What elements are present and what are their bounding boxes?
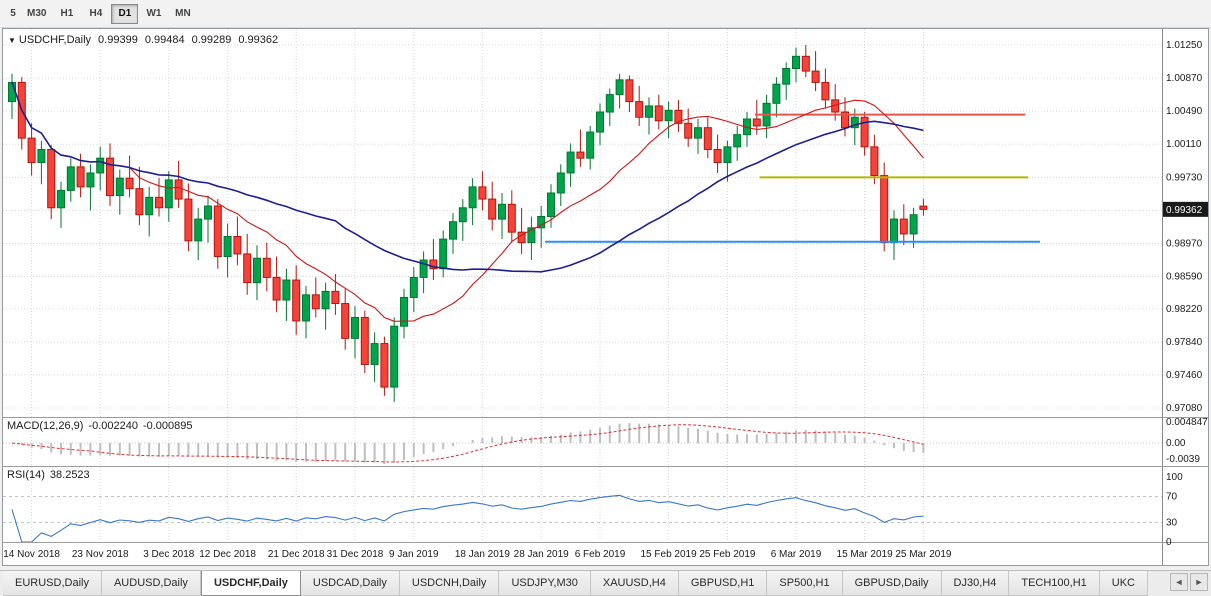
current-price-badge-text: 0.99362 <box>1166 205 1203 216</box>
rsi-value: 38.2523 <box>49 469 90 481</box>
time-axis[interactable]: 14 Nov 2018 23 Nov 2018 3 Dec 2018 12 Dec 2… <box>3 549 952 560</box>
timeframe-button-5[interactable]: 5 <box>6 4 20 24</box>
rsi-name: RSI(14) <box>7 469 45 481</box>
rsi-indicator-label: RSI(14) 38.2523 <box>7 469 97 481</box>
svg-text:18 Jan 2019: 18 Jan 2019 <box>455 549 510 560</box>
timeframe-button-h4[interactable]: H4 <box>82 4 109 24</box>
chart-dropdown-icon[interactable]: ▼ <box>8 36 16 45</box>
macd-main-value: -0.002240 <box>88 420 138 432</box>
timeframe-toolbar: 5 M30 H1 H4 D1 W1 MN <box>0 0 1211 28</box>
tab-tech100-h1[interactable]: TECH100,H1 <box>1009 571 1100 596</box>
svg-text:31 Dec 2018: 31 Dec 2018 <box>327 549 384 560</box>
svg-text:1.00870: 1.00870 <box>1166 73 1203 84</box>
rsi-pane <box>3 494 1162 543</box>
svg-text:-0.0039: -0.0039 <box>1166 454 1200 465</box>
chart-high-value: 0.99484 <box>144 34 185 46</box>
svg-text:0.00: 0.00 <box>1166 438 1186 449</box>
tab-usdcnh-daily[interactable]: USDCNH,Daily <box>399 571 500 596</box>
chart-symbol-label: USDCHF,Daily <box>18 34 92 46</box>
tab-gbpusd-h1[interactable]: GBPUSD,H1 <box>678 571 768 596</box>
timeframe-button-w1[interactable]: W1 <box>140 4 167 24</box>
horizontal-level-lines[interactable] <box>545 113 1041 243</box>
timeframe-button-d1[interactable]: D1 <box>111 3 139 24</box>
macd-signal-line <box>11 424 924 463</box>
tab-scroll-right-icon[interactable]: ► <box>1190 573 1208 591</box>
price-axis[interactable]: 1.01250 1.00870 1.00490 1.00110 0.99730 0.993… <box>1163 40 1208 548</box>
svg-text:21 Dec 2018: 21 Dec 2018 <box>268 549 325 560</box>
tab-scroll-left-icon[interactable]: ◄ <box>1170 573 1188 591</box>
svg-text:0.98220: 0.98220 <box>1166 304 1203 315</box>
tab-sp500-h1[interactable]: SP500,H1 <box>767 571 843 596</box>
tab-ukc[interactable]: UKC <box>1099 571 1148 596</box>
svg-text:0.97840: 0.97840 <box>1166 337 1203 348</box>
chart-window: 1.01250 1.00870 1.00490 1.00110 0.99730 0.993… <box>2 28 1209 566</box>
svg-text:9 Jan 2019: 9 Jan 2019 <box>389 549 439 560</box>
moving-average-34 <box>11 82 924 273</box>
svg-text:14 Nov 2018: 14 Nov 2018 <box>3 549 60 560</box>
svg-text:0.99730: 0.99730 <box>1166 172 1203 183</box>
tab-audusd-daily[interactable]: AUDUSD,Daily <box>101 571 201 596</box>
tab-usdcad-daily[interactable]: USDCAD,Daily <box>300 571 400 596</box>
svg-text:1.01250: 1.01250 <box>1166 40 1203 51</box>
rsi-line <box>11 494 924 543</box>
tab-eurusd-daily[interactable]: EURUSD,Daily <box>3 571 102 596</box>
tab-usdjpy-m30[interactable]: USDJPY,M30 <box>499 571 591 596</box>
tab-gbpusd-daily[interactable]: GBPUSD,Daily <box>842 571 942 596</box>
macd-pane <box>3 423 1162 464</box>
svg-text:15 Feb 2019: 15 Feb 2019 <box>641 549 698 560</box>
macd-signal-value: -0.000895 <box>142 420 193 432</box>
svg-text:0.98970: 0.98970 <box>1166 238 1203 249</box>
chart-ohlc-label: ▼ USDCHF,Daily 0.99399 0.99484 0.99289 0.9936… <box>8 34 285 46</box>
symbol-tabbar: EURUSD,Daily AUDUSD,Daily USDCHF,Daily USDC… <box>0 570 1211 596</box>
timeframe-button-m30[interactable]: M30 <box>22 4 51 24</box>
svg-text:15 Mar 2019: 15 Mar 2019 <box>837 549 894 560</box>
tab-scroll-arrows: ◄ ► <box>1168 573 1208 591</box>
timeframe-button-h1[interactable]: H1 <box>53 4 80 24</box>
svg-text:0.97460: 0.97460 <box>1166 370 1203 381</box>
svg-text:100: 100 <box>1166 472 1183 483</box>
timeframe-button-mn[interactable]: MN <box>169 4 196 24</box>
grid <box>3 29 1162 542</box>
chart-close-value: 0.99362 <box>238 34 279 46</box>
tab-usdchf-daily[interactable]: USDCHF,Daily <box>200 571 301 596</box>
macd-name: MACD(12,26,9) <box>7 420 84 432</box>
tab-xauusd-h4[interactable]: XAUUSD,H4 <box>590 571 679 596</box>
svg-text:1.00490: 1.00490 <box>1166 106 1203 117</box>
current-price-badge <box>1163 201 1208 217</box>
svg-text:0: 0 <box>1166 537 1172 548</box>
tab-dj30-h4[interactable]: DJ30,H4 <box>941 571 1010 596</box>
svg-text:0.97080: 0.97080 <box>1166 403 1203 414</box>
svg-text:6 Mar 2019: 6 Mar 2019 <box>771 549 822 560</box>
moving-average-13 <box>11 82 924 322</box>
svg-text:1.00110: 1.00110 <box>1166 139 1202 150</box>
svg-text:70: 70 <box>1166 492 1178 503</box>
svg-text:28 Jan 2019: 28 Jan 2019 <box>514 549 569 560</box>
chart-low-value: 0.99289 <box>191 34 232 46</box>
pane-dividers <box>3 29 1208 565</box>
svg-text:30: 30 <box>1166 518 1178 529</box>
svg-text:25 Feb 2019: 25 Feb 2019 <box>699 549 756 560</box>
svg-text:0.98590: 0.98590 <box>1166 272 1203 283</box>
macd-indicator-label: MACD(12,26,9) -0.002240 -0.000895 <box>7 420 200 432</box>
svg-text:3 Dec 2018: 3 Dec 2018 <box>143 549 195 560</box>
svg-text:25 Mar 2019: 25 Mar 2019 <box>895 549 952 560</box>
svg-text:12 Dec 2018: 12 Dec 2018 <box>199 549 256 560</box>
chart-canvas[interactable]: 1.01250 1.00870 1.00490 1.00110 0.99730 0.993… <box>3 29 1208 565</box>
svg-text:0.004847: 0.004847 <box>1166 417 1208 428</box>
svg-text:23 Nov 2018: 23 Nov 2018 <box>72 549 129 560</box>
candles <box>8 45 928 402</box>
chart-open-value: 0.99399 <box>98 34 138 46</box>
svg-text:6 Feb 2019: 6 Feb 2019 <box>575 549 626 560</box>
